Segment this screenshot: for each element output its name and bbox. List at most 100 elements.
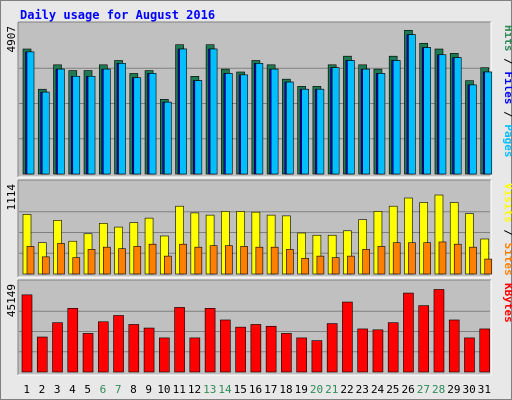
bar-sites [347, 255, 355, 275]
bar-sites [255, 246, 264, 275]
bar-sites [286, 249, 294, 275]
bar-sites [225, 245, 233, 275]
x-tick-label: 11 [173, 383, 186, 396]
bar-sites [362, 249, 370, 275]
bar-pages [57, 68, 65, 175]
bar-kbytes [296, 337, 307, 373]
bar-pages [179, 48, 187, 175]
bar-sites [102, 246, 111, 275]
bar-pages [423, 47, 432, 175]
bar-pages [209, 48, 218, 175]
bar-kbytes [52, 322, 63, 373]
bar-kbytes [97, 321, 109, 373]
bar-pages [240, 74, 248, 175]
x-tick-label: 17 [264, 383, 277, 396]
bar-pages [255, 63, 264, 175]
bar-pages [392, 60, 401, 175]
x-tick-label: 26 [401, 383, 414, 396]
bar-kbytes [265, 325, 277, 373]
bar-kbytes [372, 329, 384, 373]
x-tick-label: 1 [23, 383, 30, 396]
bar-sites [484, 258, 493, 275]
bar-pages [301, 88, 309, 175]
legend-part: KBytes [502, 283, 512, 323]
x-tick-label: 4 [69, 383, 76, 396]
bar-kbytes [113, 315, 124, 373]
bar-pages [270, 68, 279, 175]
bar-sites [118, 248, 126, 275]
bar-pages [286, 81, 294, 175]
bar-kbytes [67, 308, 79, 373]
x-tick-label: 5 [84, 383, 91, 396]
ymax-label: 4907 [5, 26, 18, 53]
bar-sites [57, 243, 65, 275]
x-tick-label: 23 [356, 383, 369, 396]
bar-kbytes [174, 307, 185, 373]
bar-kbytes [220, 319, 231, 373]
bar-sites [438, 241, 447, 275]
bar-kbytes [357, 328, 368, 373]
bar-sites [41, 256, 50, 275]
bar-kbytes [342, 301, 353, 373]
x-tick-label: 25 [386, 383, 399, 396]
bar-kbytes [36, 336, 48, 373]
bar-pages [26, 51, 35, 175]
bar-kbytes [82, 333, 94, 373]
axis-legend-label: Visits / Sites [502, 183, 512, 276]
axis-legend-label: Hits / Files / Pages [502, 25, 512, 158]
x-tick-label: 13 [203, 383, 216, 396]
legend-part: / [502, 223, 512, 243]
bar-kbytes [464, 337, 475, 373]
bar-pages [438, 54, 447, 175]
bar-kbytes [235, 326, 246, 373]
bar-sites [148, 243, 157, 275]
x-tick-label: 16 [249, 383, 262, 396]
bar-sites [469, 246, 477, 275]
bar-pages [484, 71, 493, 175]
x-tick-label: 12 [188, 383, 201, 396]
x-tick-label: 7 [115, 383, 122, 396]
x-tick-label: 3 [54, 383, 61, 396]
bar-pages [87, 76, 96, 175]
x-tick-label: 29 [447, 383, 460, 396]
x-tick-label: 9 [145, 383, 152, 396]
legend-part: / [502, 105, 512, 125]
bar-kbytes [403, 292, 414, 373]
x-tick-label: 28 [432, 383, 445, 396]
bar-kbytes [189, 337, 201, 373]
bar-sites [316, 255, 325, 275]
x-tick-label: 31 [478, 383, 491, 396]
bar-sites [209, 245, 218, 275]
bar-pages [453, 57, 462, 175]
bar-sites [392, 242, 401, 275]
x-tick-label: 24 [371, 383, 385, 396]
bar-sites [301, 258, 309, 275]
bar-pages [316, 88, 325, 175]
bar-kbytes [159, 337, 170, 373]
bar-sites [331, 257, 340, 275]
bar-pages [164, 101, 172, 175]
x-tick-label: 30 [462, 383, 475, 396]
bar-kbytes [281, 333, 292, 373]
legend-part: Sites [502, 243, 512, 276]
bar-kbytes [479, 328, 491, 373]
x-tick-label: 22 [340, 383, 353, 396]
bar-pages [118, 63, 126, 175]
bar-kbytes [250, 324, 262, 373]
x-tick-label: 10 [157, 383, 170, 396]
bar-sites [408, 242, 416, 275]
x-tick-label: 6 [100, 383, 107, 396]
bar-kbytes [448, 319, 460, 373]
legend-part: Hits [502, 25, 512, 52]
axis-legend-label: KBytes [502, 283, 512, 323]
bar-kbytes [387, 322, 399, 373]
bar-pages [347, 60, 355, 175]
bar-pages [331, 67, 340, 175]
x-tick-label: 14 [218, 383, 232, 396]
x-tick-label: 15 [234, 383, 247, 396]
bar-kbytes [143, 327, 155, 373]
bar-sites [240, 246, 248, 275]
ymax-label: 45149 [5, 284, 18, 317]
bar-pages [102, 68, 111, 175]
